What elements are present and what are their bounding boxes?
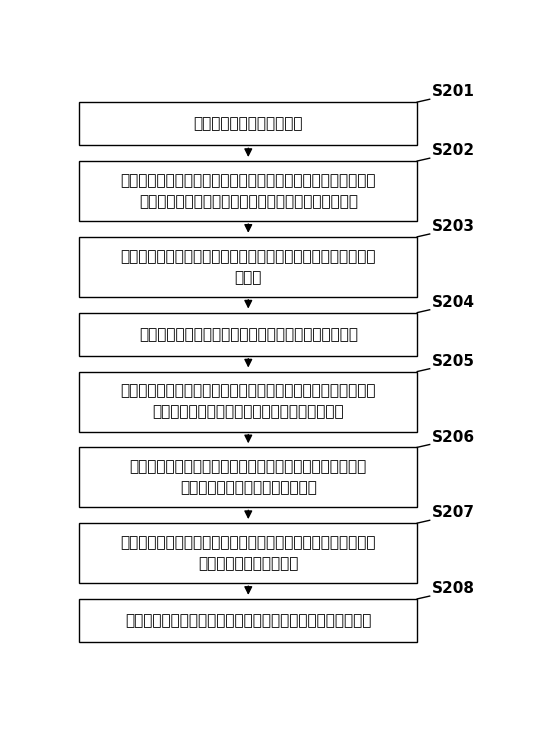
Bar <box>79 523 417 583</box>
Text: S207: S207 <box>432 505 475 520</box>
Text: S205: S205 <box>432 354 475 369</box>
Bar <box>79 161 417 221</box>
Text: S203: S203 <box>432 219 475 234</box>
Text: S201: S201 <box>432 84 475 99</box>
Text: 基于用户端访问云端服务器: 基于用户端访问云端服务器 <box>194 117 303 131</box>
Text: 将实训平台应用参数集中的每一个实训平台应用参数与所述
工业机器人应用参数进行信息配对: 将实训平台应用参数集中的每一个实训平台应用参数与所述 工业机器人应用参数进行信息… <box>129 460 367 496</box>
Bar <box>79 312 417 356</box>
Bar <box>79 237 417 297</box>
Text: S204: S204 <box>432 295 475 310</box>
Bar <box>79 102 417 145</box>
Text: 在收到云端服务器的作业指令后，基于作业指令完成实训操作: 在收到云端服务器的作业指令后，基于作业指令完成实训操作 <box>125 613 371 628</box>
Text: 解析远程操作功能属性中的实训操作对象和所需的工业机器人应
用参数: 解析远程操作功能属性中的实训操作对象和所需的工业机器人应 用参数 <box>120 249 376 285</box>
Text: S202: S202 <box>432 143 475 158</box>
Text: 基于远程操作功能属性生成作业指令，并将所述作业指令发送到
第一工业机器人实训平台: 基于远程操作功能属性生成作业指令，并将所述作业指令发送到 第一工业机器人实训平台 <box>120 535 376 571</box>
Bar <box>79 599 417 642</box>
Text: 向所述一个以上的工业机器人实训平台中的每一个实训平台请求
实训平台应用参数，并形成实训平台应用参数集: 向所述一个以上的工业机器人实训平台中的每一个实训平台请求 实训平台应用参数，并形… <box>120 383 376 419</box>
Text: 云端服务器向用户端反馈工业机器人虚拟实训界面，接收用户基
于工业机器人虚拟实训界面所设置的远程操作功能属性: 云端服务器向用户端反馈工业机器人虚拟实训界面，接收用户基 于工业机器人虚拟实训界… <box>120 173 376 209</box>
Text: S208: S208 <box>432 581 475 596</box>
Text: S206: S206 <box>432 430 475 444</box>
Bar <box>79 447 417 507</box>
Bar <box>79 372 417 432</box>
Text: 基于实训操作对象获取一个以上的工业机器人实训平台: 基于实训操作对象获取一个以上的工业机器人实训平台 <box>139 327 358 342</box>
